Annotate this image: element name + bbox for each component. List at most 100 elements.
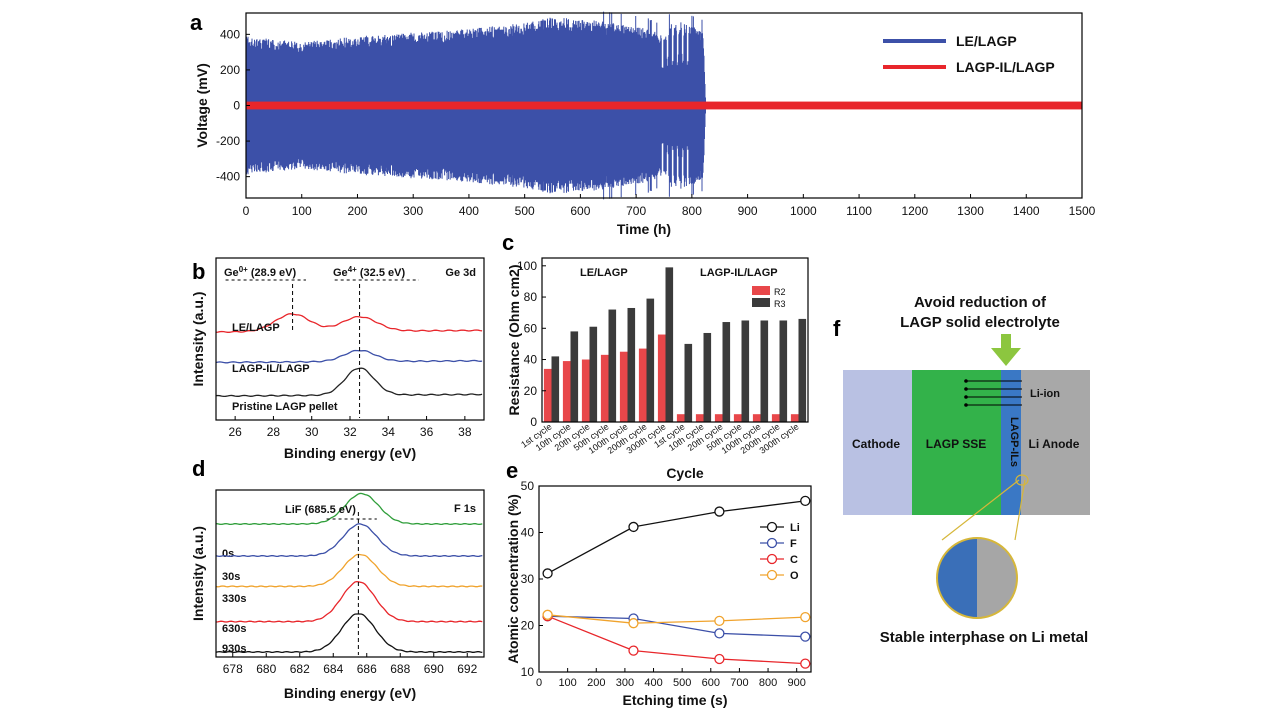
y-tick-label-a: -400 bbox=[216, 170, 240, 184]
group-label-il: LAGP-IL/LAGP bbox=[700, 267, 778, 279]
point-li bbox=[800, 495, 811, 507]
point-c bbox=[628, 645, 639, 656]
point-o bbox=[628, 618, 639, 629]
bar-r3 bbox=[741, 320, 750, 422]
bar-r3 bbox=[665, 267, 674, 422]
legend-label-r3: R3 bbox=[774, 299, 786, 309]
bar-r2 bbox=[733, 414, 742, 422]
series-line-o bbox=[547, 614, 806, 624]
bar-r3 bbox=[589, 326, 598, 422]
anode-label: Li Anode bbox=[1029, 437, 1080, 451]
series-d-4 bbox=[215, 613, 483, 654]
x-tick-label-b: 32 bbox=[343, 425, 357, 439]
x-tick-label-b: 30 bbox=[305, 425, 319, 439]
y-tick-label-c: 0 bbox=[530, 415, 537, 429]
sse-label: LAGP SSE bbox=[926, 437, 986, 451]
diagram-caption: Stable interphase on Li metal bbox=[880, 629, 1088, 646]
x-tick-label-a: 400 bbox=[459, 204, 479, 218]
x-tick-label-b: 36 bbox=[420, 425, 434, 439]
y-tick-label-a: 400 bbox=[220, 27, 240, 41]
x-axis-label-d: Binding energy (eV) bbox=[284, 685, 416, 701]
legend-label-il: LAGP-IL/LAGP bbox=[956, 59, 1055, 75]
cathode-block bbox=[843, 370, 912, 515]
legend-label-li: Li bbox=[790, 522, 800, 534]
x-tick-label-d: 684 bbox=[323, 662, 343, 676]
legend-marker-c bbox=[766, 553, 778, 565]
legend-swatch-r3 bbox=[752, 298, 770, 307]
y-tick-label-c: 60 bbox=[524, 321, 538, 335]
peak-label-ge4: Ge4+ (32.5 eV) bbox=[333, 265, 405, 280]
bar-r3 bbox=[608, 309, 617, 422]
sse-block bbox=[912, 370, 1001, 515]
point-o bbox=[714, 615, 725, 626]
series-label-d-1: 30s bbox=[222, 571, 240, 583]
x-tick-label-d: 688 bbox=[390, 662, 410, 676]
bar-r2 bbox=[771, 414, 780, 422]
y-tick-label-c: 100 bbox=[517, 259, 537, 273]
panel-c-label: c bbox=[502, 230, 514, 255]
bar-r3 bbox=[779, 320, 788, 422]
panel-e-label: e bbox=[506, 458, 518, 483]
series-b-2 bbox=[215, 367, 483, 398]
bar-r3 bbox=[551, 356, 560, 422]
series-line-li bbox=[547, 500, 806, 574]
y-axis-label-b: Intensity (a.u.) bbox=[190, 292, 206, 387]
legend-label-r2: R2 bbox=[774, 287, 786, 297]
x-tick-label-b: 38 bbox=[458, 425, 472, 439]
series-lagp-il-lagp bbox=[246, 101, 1082, 110]
anode-block bbox=[1021, 370, 1090, 515]
x-tick-label-e: 300 bbox=[616, 677, 634, 689]
y-tick-label-a: 0 bbox=[233, 99, 240, 113]
legend-label-f: F bbox=[790, 538, 797, 550]
panel-d-frame bbox=[215, 489, 485, 658]
y-tick-label-e: 50 bbox=[521, 479, 535, 493]
x-tick-label-d: 680 bbox=[256, 662, 276, 676]
x-tick-label-a: 1200 bbox=[901, 204, 928, 218]
series-d-1 bbox=[215, 523, 483, 558]
arrow-shaft bbox=[1001, 334, 1011, 350]
x-tick-label-a: 300 bbox=[403, 204, 423, 218]
x-tick-label-d: 686 bbox=[357, 662, 377, 676]
y-tick-label-e: 30 bbox=[521, 572, 535, 586]
bar-r2 bbox=[600, 354, 609, 422]
bar-r2 bbox=[562, 361, 571, 422]
series-line-f bbox=[547, 615, 806, 638]
bar-r3 bbox=[703, 332, 712, 422]
series-label-d-0: 0s bbox=[222, 548, 234, 560]
y-tick-label-e: 10 bbox=[521, 665, 535, 679]
bar-r3 bbox=[798, 318, 807, 422]
x-tick-label-a: 500 bbox=[515, 204, 535, 218]
bar-r2 bbox=[619, 351, 628, 422]
x-tick-label-d: 678 bbox=[223, 662, 243, 676]
panel-d-label: d bbox=[192, 456, 205, 481]
il-label: LAGP-ILs bbox=[1008, 417, 1020, 467]
x-tick-label-a: 100 bbox=[292, 204, 312, 218]
legend-label-o: O bbox=[790, 570, 799, 582]
bar-r2 bbox=[657, 334, 666, 422]
legend-marker-o bbox=[766, 569, 778, 581]
legend-marker-li bbox=[766, 521, 778, 533]
panel-a-label: a bbox=[190, 10, 203, 35]
x-axis-label-c: Cycle bbox=[666, 465, 704, 481]
corner-label-b: Ge 3d bbox=[445, 267, 476, 279]
legend-swatch-r2 bbox=[752, 286, 770, 295]
x-axis-label-b: Binding energy (eV) bbox=[284, 445, 416, 461]
x-tick-label-a: 0 bbox=[243, 204, 250, 218]
bar-r3 bbox=[684, 343, 693, 422]
bar-r2 bbox=[676, 414, 685, 422]
point-li bbox=[542, 568, 553, 579]
zoom-line-right bbox=[1014, 479, 1026, 541]
x-tick-label-e: 800 bbox=[759, 677, 777, 689]
diagram-title-1: Avoid reduction of bbox=[914, 294, 1047, 311]
zoom-line-left bbox=[941, 479, 1020, 541]
point-o bbox=[542, 609, 553, 620]
lens-right-half bbox=[977, 538, 1017, 618]
series-label-d-2: 330s bbox=[222, 593, 246, 605]
y-tick-label-c: 80 bbox=[524, 290, 538, 304]
bar-r2 bbox=[543, 368, 552, 422]
y-axis-label-c: Resistance (Ohm cm2) bbox=[506, 265, 522, 416]
series-label-b-0: LE/LAGP bbox=[232, 322, 280, 334]
legend-marker-f bbox=[766, 537, 778, 549]
legend-label-le: LE/LAGP bbox=[956, 33, 1017, 49]
series-line-c bbox=[547, 615, 806, 665]
